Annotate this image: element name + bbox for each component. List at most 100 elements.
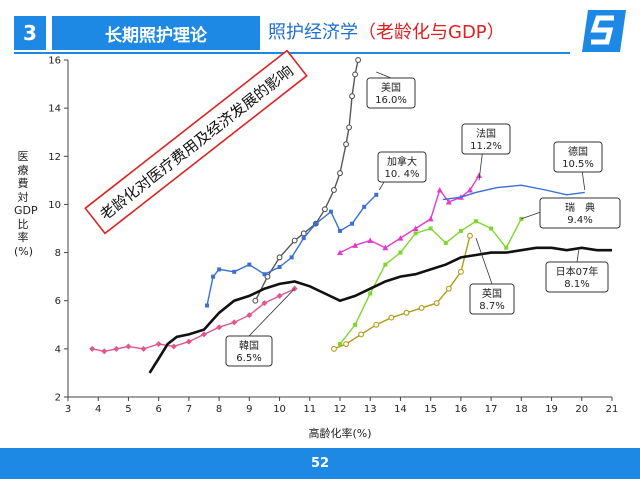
series-label-usa: 16.0% [375, 95, 407, 106]
data-point-uk [467, 232, 473, 239]
data-point-france [382, 244, 389, 251]
data-point-canada [262, 272, 267, 277]
data-point-uk [403, 309, 410, 316]
x-tick-label: 4 [95, 404, 101, 415]
s-logo-icon [582, 10, 626, 52]
data-point-korea [125, 343, 132, 350]
series-label-uk: 英国 [482, 287, 502, 300]
y-tick-label: 10 [48, 200, 61, 211]
data-point-usa [321, 206, 328, 213]
data-point-sweden [338, 342, 342, 347]
series-label-sweden: 瑞 典 [565, 201, 595, 214]
x-tick-label: 9 [246, 404, 252, 415]
slide-subtitle: 照护经济学（老龄化与GDP） [268, 18, 505, 44]
y-tick-label: 2 [55, 393, 61, 404]
data-point-korea [170, 343, 177, 350]
series-label-canada: 10. 4% [385, 169, 420, 180]
data-point-france [352, 242, 359, 248]
x-tick-label: 17 [485, 404, 498, 415]
x-axis-label: 高齢化率(%) [308, 426, 371, 440]
data-point-sweden [353, 322, 358, 327]
callout-box-sweden [539, 197, 621, 229]
x-tick-label: 8 [216, 404, 222, 415]
callout-pointer-korea [248, 288, 295, 337]
data-point-sweden [428, 226, 433, 231]
data-point-uk [373, 321, 380, 328]
data-point-france [412, 225, 419, 231]
data-point-france [445, 199, 452, 205]
y-tick-label: 12 [48, 152, 61, 163]
page-number: 52 [310, 456, 330, 471]
x-tick-label: 6 [155, 404, 161, 415]
subtitle-highlight: 老龄化与GDP [376, 22, 487, 43]
data-point-korea [155, 341, 162, 348]
data-point-sweden [368, 291, 373, 296]
section-number: 3 [14, 16, 46, 50]
data-point-canada [338, 228, 342, 233]
data-point-sweden [504, 245, 509, 250]
data-point-france [367, 237, 374, 244]
header-divider [14, 52, 570, 54]
data-point-korea [140, 345, 147, 352]
x-tick-label: 16 [455, 404, 468, 415]
data-point-uk [388, 314, 395, 321]
chart: 3 4 5 6 7 8 9 10 11 12 13 14 15 16 17 18 19 20 21 2 4 6 8 10 12 1… [48, 49, 621, 440]
x-tick-label: 21 [606, 404, 619, 415]
series-label-japan: 8.1% [564, 279, 589, 290]
data-point-sweden [383, 262, 388, 267]
data-point-france [466, 186, 473, 193]
series-label-canada: 加拿大 [387, 155, 417, 168]
callout-box-germany [553, 141, 603, 173]
series-label-france: 法国 [476, 127, 496, 140]
data-point-canada [217, 267, 222, 272]
data-point-canada [247, 262, 252, 267]
data-point-uk [457, 268, 464, 275]
subtitle-open-paren: （ [358, 22, 376, 43]
data-point-canada [301, 236, 306, 241]
y-tick-label: 4 [55, 344, 61, 355]
callout-pointer-japan [576, 250, 580, 263]
series-label-france: 11.2% [470, 141, 502, 152]
data-point-canada [362, 204, 367, 209]
data-point-sweden [413, 231, 418, 236]
series-line-germany [442, 184, 585, 201]
x-tick-label: 12 [334, 404, 347, 415]
data-point-uk [418, 304, 425, 311]
x-tick-label: 13 [364, 404, 377, 415]
data-point-usa [352, 71, 359, 78]
data-point-uk [331, 345, 337, 352]
data-point-korea [246, 312, 253, 319]
series-label-sweden: 9.4% [567, 215, 592, 226]
series-line-usa [254, 59, 359, 302]
x-tick-label: 11 [303, 404, 316, 415]
data-point-canada [328, 209, 333, 214]
data-point-korea [261, 300, 268, 307]
footer-bar: 52 [0, 448, 640, 479]
annotation-box: 老龄化对医疗费用及经济发展的影响 [84, 49, 308, 235]
data-point-canada [205, 303, 210, 308]
data-point-korea [113, 345, 120, 352]
x-tick-label: 7 [186, 404, 192, 415]
data-point-canada [350, 221, 355, 226]
series-label-germany: 10.5% [562, 159, 594, 170]
data-point-usa [346, 124, 353, 131]
data-point-canada [277, 265, 282, 270]
callout-box-usa [366, 77, 416, 109]
series-label-usa: 美国 [381, 81, 401, 94]
data-point-usa [291, 237, 298, 244]
series-label-japan: 日本07年 [556, 265, 599, 278]
data-point-sweden [398, 250, 403, 255]
data-point-canada [211, 274, 216, 279]
data-point-france [427, 215, 434, 222]
data-point-usa [252, 297, 259, 304]
series-line-sweden [339, 218, 522, 345]
callout-box-france [461, 123, 511, 155]
series-label-korea: 6.5% [236, 353, 261, 364]
data-point-korea [216, 324, 223, 331]
data-point-uk [445, 285, 452, 292]
x-tick-label: 18 [515, 404, 528, 415]
callout-box-korea [225, 335, 273, 367]
subtitle-close-paren: ） [486, 22, 505, 43]
data-point-korea [201, 331, 207, 338]
data-point-korea [89, 345, 96, 352]
